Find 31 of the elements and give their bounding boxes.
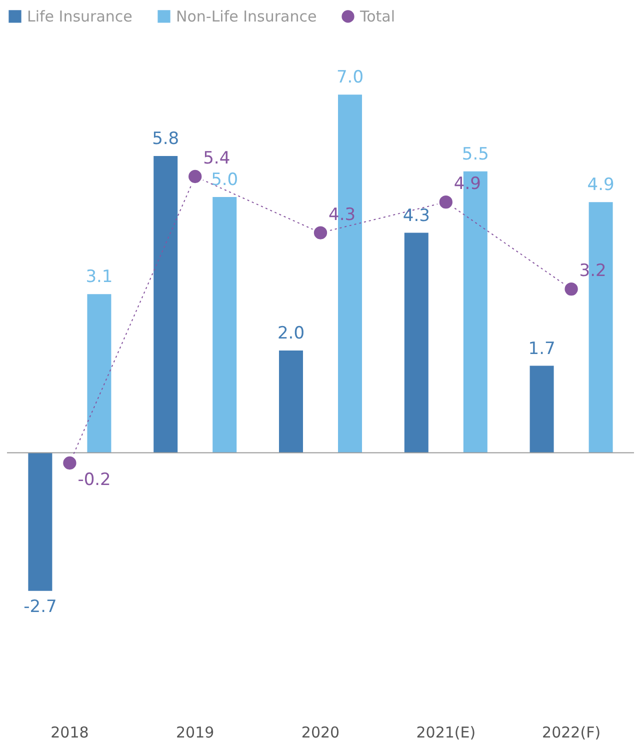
data-label: 7.0 (336, 68, 364, 88)
point (312, 224, 330, 242)
bar (212, 196, 237, 453)
point (186, 168, 204, 186)
bar (87, 294, 112, 453)
bar (404, 232, 428, 453)
legend-label: Total (359, 7, 396, 26)
x-tick-label: 2022(F) (542, 724, 601, 742)
x-tick-label: 2019 (176, 724, 214, 742)
point (61, 454, 78, 472)
data-label: -0.2 (78, 470, 111, 490)
data-label: 2.0 (277, 323, 305, 344)
legend-label: Life Insurance (27, 7, 132, 26)
x-tick-label: 2021(E) (416, 724, 476, 742)
bar (530, 366, 554, 453)
point (437, 194, 454, 211)
x-tick-label: 2020 (301, 724, 340, 742)
data-label: 5.5 (462, 144, 489, 164)
data-label: 5.4 (203, 148, 230, 168)
bar (28, 452, 52, 591)
legend-label: Non-Life Insurance (176, 7, 317, 26)
data-label: 4.9 (587, 175, 614, 196)
bar (278, 350, 303, 453)
data-label: 5.8 (152, 129, 180, 150)
data-label: 3.1 (86, 267, 113, 288)
data-label: 5.0 (211, 170, 238, 190)
data-label: -2.7 (24, 596, 57, 617)
data-label: 4.3 (402, 206, 430, 226)
x-tick-label: 2018 (50, 724, 89, 742)
data-label: 1.7 (528, 338, 556, 359)
bar (154, 156, 178, 453)
